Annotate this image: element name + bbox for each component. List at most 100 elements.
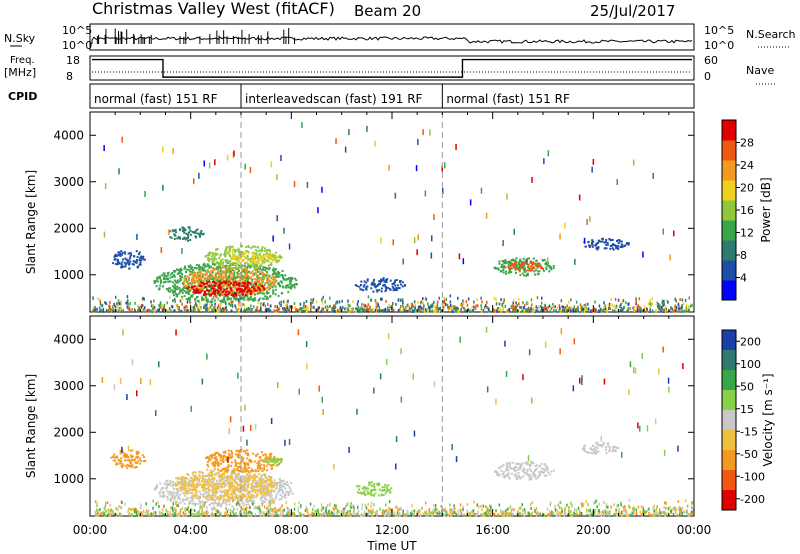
colorbar-swatch bbox=[722, 160, 736, 181]
velocity-sparse-echo bbox=[603, 378, 606, 385]
colorbar-swatch bbox=[722, 200, 736, 221]
velocity-sparse-echo bbox=[113, 384, 116, 391]
velocity-sparse-echo bbox=[573, 338, 576, 345]
velocity-mode-dividers bbox=[240, 316, 443, 516]
velocity-sparse-echo bbox=[628, 389, 630, 396]
velocity-sparse-echo bbox=[318, 385, 320, 392]
power-sparse-echo bbox=[388, 164, 390, 171]
velocity-sparse-echo bbox=[333, 463, 335, 470]
velocity-sparse-echo bbox=[412, 373, 414, 380]
velocity-panel: 1000 2000 3000 4000 00:00 04:00 08:00 12:00 16:… bbox=[24, 315, 711, 553]
power-sparse-echo bbox=[429, 129, 431, 136]
colorbar-tick-label: -100 bbox=[740, 470, 765, 483]
velocity-sparse-echo bbox=[600, 435, 602, 442]
power-sparse-echo bbox=[574, 258, 576, 265]
freq-tick-bottom: 8 bbox=[66, 70, 73, 83]
cpid-strip-frame bbox=[89, 83, 695, 109]
velocity-sparse-echo bbox=[433, 381, 436, 388]
cpid-segments: normal (fast) 151 RF interleavedscan (fas… bbox=[94, 84, 570, 108]
colorbar-swatch bbox=[722, 240, 736, 261]
nave-tick-top: 60 bbox=[704, 54, 718, 67]
power-echo-region bbox=[583, 237, 630, 251]
velocity-echo-region bbox=[356, 481, 393, 497]
power-sparse-echo bbox=[162, 146, 164, 153]
power-echo-region bbox=[503, 260, 543, 273]
velocity-echo-region bbox=[263, 457, 283, 466]
colorbar-tick-label: 100 bbox=[740, 358, 761, 371]
power-sparse-echo bbox=[424, 190, 427, 197]
power-sparse-echo bbox=[306, 181, 309, 188]
nsearch-label: N.Search bbox=[746, 28, 796, 41]
y-tick-label: 3000 bbox=[53, 175, 84, 189]
velocity-sparse-echo bbox=[637, 422, 639, 429]
velocity-sparse-echo bbox=[122, 329, 124, 336]
velocity-sparse-echo bbox=[451, 444, 453, 450]
freq-strip-frame bbox=[89, 55, 695, 81]
nsky-line bbox=[91, 36, 693, 44]
velocity-sparse-echo bbox=[505, 370, 508, 377]
power-sparse-echo bbox=[485, 212, 488, 219]
nsky-label: N.Sky bbox=[4, 32, 36, 45]
velocity-sparse-echo bbox=[413, 430, 416, 437]
velocity-sparse-echo bbox=[119, 378, 122, 385]
power-sparse-echo bbox=[402, 258, 404, 265]
power-sparse-echo bbox=[380, 237, 382, 244]
velocity-sparse-echo bbox=[667, 377, 670, 384]
power-sparse-echo bbox=[444, 162, 446, 169]
power-sparse-echo bbox=[455, 144, 457, 150]
power-sparse-echo bbox=[458, 253, 461, 260]
velocity-colorbar-label: Velocity [m s⁻¹] bbox=[761, 373, 775, 466]
colorbar-swatch bbox=[722, 260, 736, 281]
power-sparse-echo bbox=[272, 235, 274, 242]
power-echo-region bbox=[186, 280, 266, 297]
freq-trace bbox=[92, 58, 692, 78]
velocity-data-marks bbox=[94, 326, 694, 517]
power-sparse-echo bbox=[586, 218, 588, 225]
power-sparse-echo bbox=[417, 138, 419, 145]
velocity-sparse-echo bbox=[348, 446, 350, 453]
nsky-trace bbox=[91, 28, 693, 44]
power-sparse-echo bbox=[469, 199, 472, 206]
velocity-sparse-echo bbox=[229, 416, 232, 423]
power-sparse-echo bbox=[280, 155, 282, 161]
velocity-sparse-echo bbox=[486, 386, 489, 393]
power-sparse-echo bbox=[121, 136, 123, 143]
colorbar-tick-label: 4 bbox=[740, 272, 747, 285]
power-echo-region bbox=[112, 250, 146, 270]
colorbar-tick-label: 16 bbox=[740, 204, 754, 217]
power-sparse-echo bbox=[430, 252, 433, 259]
power-sparse-echo bbox=[366, 125, 368, 132]
velocity-sparse-echo bbox=[400, 396, 403, 403]
x-tick-label: 12:00 bbox=[375, 523, 410, 537]
power-sparse-echo bbox=[160, 247, 163, 254]
velocity-sparse-echo bbox=[455, 456, 458, 463]
nsearch-tick-top: 10^5 bbox=[704, 24, 734, 37]
velocity-echo-region bbox=[494, 460, 555, 481]
y-tick-label: 4000 bbox=[53, 332, 84, 346]
velocity-sparse-echo bbox=[504, 340, 506, 347]
velocity-sparse-echo bbox=[527, 455, 530, 462]
velocity-colorbar-ticks: 200 100 50 15 -15 -50 -100 -200 bbox=[736, 335, 765, 506]
date-label: 25/Jul/2017 bbox=[590, 2, 675, 20]
x-axis-label: Time UT bbox=[366, 539, 417, 553]
cpid-label: CPID bbox=[8, 90, 37, 103]
velocity-sparse-echo bbox=[136, 390, 138, 397]
x-tick-label: 08:00 bbox=[274, 523, 309, 537]
velocity-x-ticks: 00:00 04:00 08:00 12:00 16:00 20:00 00:00 bbox=[73, 316, 711, 537]
cpid-segment-label: interleavedscan (fast) 191 RF bbox=[245, 92, 423, 106]
velocity-sparse-echo bbox=[201, 378, 204, 385]
power-sparse-echo bbox=[642, 251, 644, 258]
velocity-sparse-echo bbox=[459, 336, 461, 343]
power-sparse-echo bbox=[564, 222, 566, 229]
cpid-segment-label: normal (fast) 151 RF bbox=[446, 92, 570, 106]
velocity-sparse-echo bbox=[677, 445, 679, 452]
power-sparse-echo bbox=[632, 159, 635, 166]
colorbar-swatch bbox=[722, 280, 736, 301]
power-sparse-echo bbox=[162, 184, 164, 191]
power-sparse-echo bbox=[513, 228, 515, 235]
x-tick-label: 04:00 bbox=[173, 523, 208, 537]
nave-tick-bottom: 0 bbox=[704, 70, 711, 83]
velocity-sparse-echo bbox=[387, 333, 390, 340]
power-sparse-echo bbox=[442, 188, 444, 195]
